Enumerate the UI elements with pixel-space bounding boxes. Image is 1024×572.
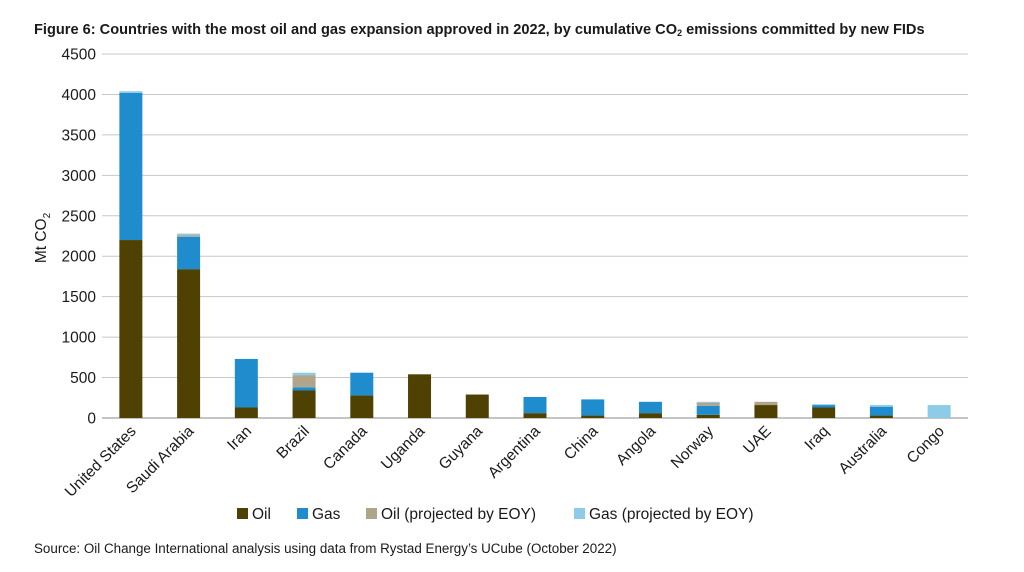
x-tick-label-congo: Congo [904, 423, 948, 467]
bar-norway-gas-projected-by-eoy [696, 401, 720, 403]
source-note: Source: Oil Change International analysi… [34, 541, 617, 556]
bar-saudi-arabia-gas-projected-by-eoy [177, 233, 201, 236]
x-tick-label-guyana: Guyana [436, 423, 487, 474]
bar-iraq-gas-projected-by-eoy [812, 404, 836, 406]
y-axis-label-main: Mt CO [33, 218, 50, 263]
bar-iran-gas [234, 358, 258, 408]
y-tick-label-0: 0 [87, 411, 96, 428]
x-tick-label-iran: Iran [224, 423, 255, 454]
bar-norway-oil [696, 414, 720, 418]
bar-canada-oil [350, 395, 374, 418]
legend-swatch-gas [297, 508, 308, 519]
y-tick-label-4500: 4500 [62, 47, 97, 64]
bar-australia-gas-projected-by-eoy [869, 405, 893, 407]
y-tick-label-3500: 3500 [62, 127, 97, 144]
bar-congo-gas-projected-by-eoy [927, 405, 951, 418]
y-tick-label-1000: 1000 [62, 330, 97, 347]
bar-uganda-oil [408, 374, 432, 418]
y-tick-label-500: 500 [70, 370, 96, 387]
bar-uae-oil [754, 405, 778, 418]
gridlines [102, 53, 968, 419]
legend-swatch-oil-projected-by-eoy [366, 508, 377, 519]
x-tick-label-iraq: Iraq [802, 423, 833, 454]
legend-swatch-oil [237, 508, 248, 519]
bar-brazil-oil-projected-by-eoy [292, 375, 316, 388]
bar-norway-gas [696, 405, 720, 415]
y-axis-label: Mt CO2 [33, 212, 53, 263]
bar-argentina-gas [523, 396, 547, 414]
bar-brazil-gas [292, 387, 316, 391]
y-tick-label-1500: 1500 [62, 289, 97, 306]
y-tick-label-2500: 2500 [62, 208, 97, 225]
chart-title-end: emissions committed by new FIDs [682, 22, 925, 38]
bar-united-states-oil [119, 240, 143, 418]
legend-label-gas: Gas [312, 506, 341, 523]
x-tick-label-china: China [561, 423, 602, 464]
legend-label-oil-projected-by-eoy: Oil (projected by EOY) [381, 506, 536, 523]
bar-angola-oil [638, 413, 662, 418]
x-tick-label-australia: Australia [836, 423, 891, 478]
y-tick-label-3000: 3000 [62, 168, 97, 185]
x-tick-label-uganda: Uganda [378, 423, 429, 474]
y-axis-ticks: 0 500 1000 1500 2000 2500 3000 3500 4000 4500 [62, 47, 97, 428]
y-tick-label-2000: 2000 [62, 249, 97, 266]
bar-canada-gas [350, 372, 374, 396]
bar-australia-oil [869, 415, 893, 418]
bar-angola-gas [638, 401, 662, 414]
y-tick-label-4000: 4000 [62, 87, 97, 104]
legend-label-gas-projected-by-eoy: Gas (projected by EOY) [589, 506, 754, 523]
bars [119, 91, 951, 418]
x-tick-label-norway: Norway [668, 423, 717, 472]
chart-title-subscript: 2 [677, 28, 683, 38]
bar-uae-oil-projected-by-eoy [754, 401, 778, 406]
x-tick-label-uae: UAE [740, 423, 775, 458]
x-tick-label-angola: Angola [613, 423, 659, 469]
x-tick-label-brazil: Brazil [273, 423, 312, 462]
bar-iran-oil [234, 407, 258, 418]
bar-saudi-arabia-gas [177, 236, 201, 270]
y-axis-label-subscript: 2 [42, 212, 53, 218]
bar-guyana-oil [465, 394, 489, 418]
bar-saudi-arabia-oil [177, 269, 201, 418]
legend-swatch-gas-projected-by-eoy [574, 508, 585, 519]
bar-china-oil [581, 415, 605, 418]
bar-argentina-oil [523, 413, 547, 418]
bar-united-states-gas [119, 92, 143, 241]
bar-china-gas [581, 399, 605, 416]
bar-australia-gas [869, 406, 893, 416]
bar-united-states-gas-projected-by-eoy [119, 91, 143, 93]
bar-norway-oil-projected-by-eoy [696, 402, 720, 406]
chart-title-main: Figure 6: Countries with the most oil an… [34, 22, 678, 38]
legend: Oil Gas Oil (projected by EOY) Gas (project… [237, 506, 754, 523]
bar-iraq-oil [812, 407, 836, 418]
bar-saudi-arabia-oil-projected-by-eoy [177, 235, 201, 237]
bar-brazil-oil [292, 390, 316, 418]
bar-iraq-gas [812, 405, 836, 408]
x-tick-label-canada: Canada [320, 423, 371, 474]
chart-title: Figure 6: Countries with the most oil an… [34, 22, 925, 38]
bar-brazil-gas-projected-by-eoy [292, 372, 316, 376]
x-tick-label-argentina: Argentina [485, 423, 544, 482]
legend-label-oil: Oil [252, 506, 271, 523]
